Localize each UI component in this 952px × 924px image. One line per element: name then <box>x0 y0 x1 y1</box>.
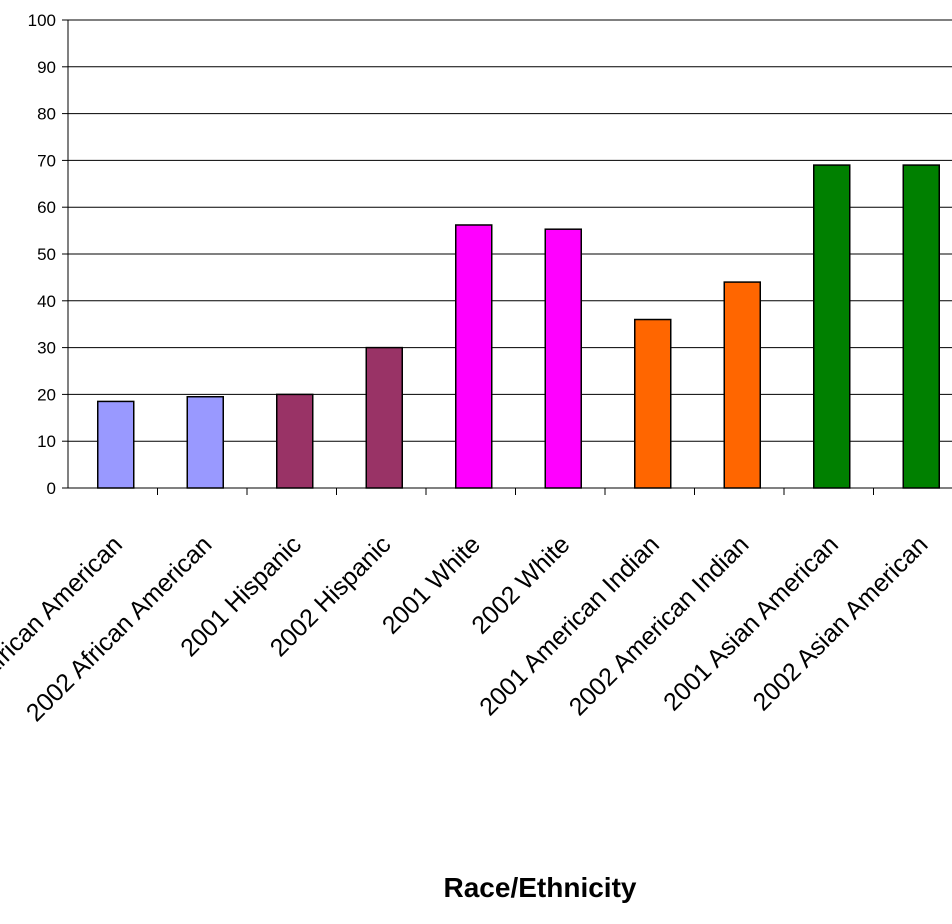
y-tick-label-80: 80 <box>37 105 56 124</box>
category-label-8: 2002 American Indian <box>564 530 755 721</box>
category-label-9: 2001 Asian American <box>658 530 844 716</box>
bars <box>97 164 940 489</box>
gridlines <box>68 19 952 442</box>
y-tick-label-30: 30 <box>37 339 56 358</box>
bar-9 <box>813 164 851 489</box>
category-label-7: 2001 American Indian <box>474 530 665 721</box>
bar-6 <box>544 228 582 489</box>
category-label-10: 2002 Asian American <box>748 530 934 716</box>
bar-4 <box>365 346 403 489</box>
y-tick-label-0: 0 <box>47 479 56 498</box>
bar-1 <box>97 400 135 489</box>
y-tick-label-40: 40 <box>37 292 56 311</box>
bar-8 <box>723 281 761 489</box>
x-axis-title: Race/Ethnicity <box>443 872 637 903</box>
axes <box>62 19 952 495</box>
y-tick-label-10: 10 <box>37 432 56 451</box>
y-tick-labels: 0 10 20 30 40 50 60 70 80 90 100 <box>28 11 56 498</box>
y-tick-label-70: 70 <box>37 151 56 170</box>
y-tick-label-60: 60 <box>37 198 56 217</box>
y-tick-label-100: 100 <box>28 11 56 30</box>
bar-2 <box>186 395 224 489</box>
bar-7 <box>634 318 672 489</box>
bar-5 <box>455 224 493 489</box>
bar-10 <box>902 164 940 489</box>
y-tick-label-20: 20 <box>37 385 56 404</box>
bar-3 <box>276 393 314 489</box>
y-tick-label-50: 50 <box>37 245 56 264</box>
y-tick-label-90: 90 <box>37 58 56 77</box>
